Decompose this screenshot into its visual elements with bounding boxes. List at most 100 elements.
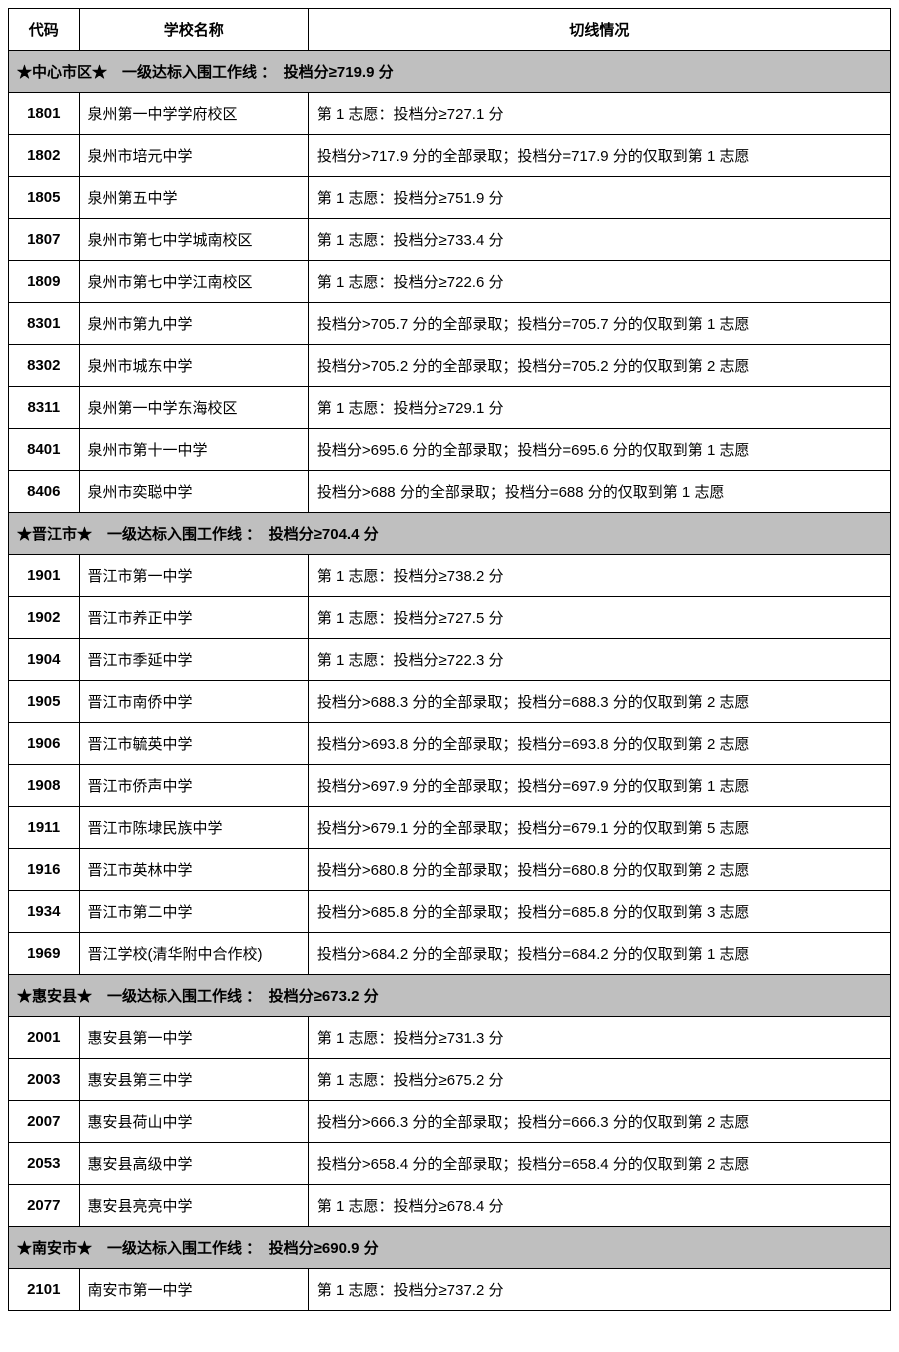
cell-code: 1904 (9, 639, 80, 681)
cell-school: 晋江市养正中学 (79, 597, 308, 639)
cell-detail: 投档分>697.9 分的全部录取；投档分=697.9 分的仅取到第 1 志愿 (308, 765, 890, 807)
section-title: ★南安市★ 一级达标入围工作线 ： 投档分≥690.9 分 (9, 1227, 891, 1269)
cell-school: 泉州第五中学 (79, 177, 308, 219)
cell-detail: 第 1 志愿：投档分≥731.3 分 (308, 1017, 890, 1059)
cell-detail: 投档分>679.1 分的全部录取；投档分=679.1 分的仅取到第 5 志愿 (308, 807, 890, 849)
cell-code: 1916 (9, 849, 80, 891)
table-row: 1906晋江市毓英中学投档分>693.8 分的全部录取；投档分=693.8 分的… (9, 723, 891, 765)
cell-code: 1901 (9, 555, 80, 597)
cell-code: 8401 (9, 429, 80, 471)
table-row: 1911晋江市陈埭民族中学投档分>679.1 分的全部录取；投档分=679.1 … (9, 807, 891, 849)
cell-detail: 投档分>658.4 分的全部录取；投档分=658.4 分的仅取到第 2 志愿 (308, 1143, 890, 1185)
cell-school: 泉州市第七中学江南校区 (79, 261, 308, 303)
cell-detail: 投档分>688 分的全部录取；投档分=688 分的仅取到第 1 志愿 (308, 471, 890, 513)
table-row: 8406泉州市奕聪中学投档分>688 分的全部录取；投档分=688 分的仅取到第… (9, 471, 891, 513)
table-row: 1908晋江市侨声中学投档分>697.9 分的全部录取；投档分=697.9 分的… (9, 765, 891, 807)
cell-school: 晋江市毓英中学 (79, 723, 308, 765)
header-detail: 切线情况 (308, 9, 890, 51)
cell-detail: 投档分>693.8 分的全部录取；投档分=693.8 分的仅取到第 2 志愿 (308, 723, 890, 765)
table-row: 1901晋江市第一中学第 1 志愿：投档分≥738.2 分 (9, 555, 891, 597)
cell-school: 泉州市第十一中学 (79, 429, 308, 471)
cell-detail: 投档分>685.8 分的全部录取；投档分=685.8 分的仅取到第 3 志愿 (308, 891, 890, 933)
table-row: 1802泉州市培元中学投档分>717.9 分的全部录取；投档分=717.9 分的… (9, 135, 891, 177)
table-row: 2101南安市第一中学第 1 志愿：投档分≥737.2 分 (9, 1269, 891, 1311)
header-school: 学校名称 (79, 9, 308, 51)
cell-detail: 第 1 志愿：投档分≥678.4 分 (308, 1185, 890, 1227)
section-title: ★中心市区★ 一级达标入围工作线 ： 投档分≥719.9 分 (9, 51, 891, 93)
cell-school: 晋江市第二中学 (79, 891, 308, 933)
cell-detail: 投档分>680.8 分的全部录取；投档分=680.8 分的仅取到第 2 志愿 (308, 849, 890, 891)
cell-code: 8406 (9, 471, 80, 513)
cell-detail: 第 1 志愿：投档分≥737.2 分 (308, 1269, 890, 1311)
table-row: 1801泉州第一中学学府校区第 1 志愿：投档分≥727.1 分 (9, 93, 891, 135)
cell-detail: 投档分>666.3 分的全部录取；投档分=666.3 分的仅取到第 2 志愿 (308, 1101, 890, 1143)
cell-school: 泉州第一中学学府校区 (79, 93, 308, 135)
cell-code: 1807 (9, 219, 80, 261)
cell-school: 泉州市培元中学 (79, 135, 308, 177)
cell-detail: 第 1 志愿：投档分≥729.1 分 (308, 387, 890, 429)
section-header: ★惠安县★ 一级达标入围工作线 ： 投档分≥673.2 分 (9, 975, 891, 1017)
section-header: ★南安市★ 一级达标入围工作线 ： 投档分≥690.9 分 (9, 1227, 891, 1269)
cell-school: 晋江市侨声中学 (79, 765, 308, 807)
cell-code: 1802 (9, 135, 80, 177)
cell-code: 1906 (9, 723, 80, 765)
table-row: 1934晋江市第二中学投档分>685.8 分的全部录取；投档分=685.8 分的… (9, 891, 891, 933)
cell-code: 8302 (9, 345, 80, 387)
cell-school: 惠安县荷山中学 (79, 1101, 308, 1143)
cell-code: 8301 (9, 303, 80, 345)
cell-school: 泉州市奕聪中学 (79, 471, 308, 513)
cell-code: 2053 (9, 1143, 80, 1185)
cell-code: 2007 (9, 1101, 80, 1143)
cell-school: 惠安县高级中学 (79, 1143, 308, 1185)
cell-school: 晋江学校(清华附中合作校) (79, 933, 308, 975)
table-row: 1904晋江市季延中学第 1 志愿：投档分≥722.3 分 (9, 639, 891, 681)
table-row: 1969晋江学校(清华附中合作校)投档分>684.2 分的全部录取；投档分=68… (9, 933, 891, 975)
cell-code: 2077 (9, 1185, 80, 1227)
cell-school: 泉州市第七中学城南校区 (79, 219, 308, 261)
cell-code: 1905 (9, 681, 80, 723)
cell-school: 惠安县第三中学 (79, 1059, 308, 1101)
table-row: 1916晋江市英林中学投档分>680.8 分的全部录取；投档分=680.8 分的… (9, 849, 891, 891)
cell-school: 泉州第一中学东海校区 (79, 387, 308, 429)
table-row: 2003惠安县第三中学第 1 志愿：投档分≥675.2 分 (9, 1059, 891, 1101)
cell-school: 泉州市第九中学 (79, 303, 308, 345)
cell-detail: 第 1 志愿：投档分≥751.9 分 (308, 177, 890, 219)
cell-detail: 第 1 志愿：投档分≥727.5 分 (308, 597, 890, 639)
header-code: 代码 (9, 9, 80, 51)
table-row: 1805泉州第五中学第 1 志愿：投档分≥751.9 分 (9, 177, 891, 219)
table-row: 8301泉州市第九中学投档分>705.7 分的全部录取；投档分=705.7 分的… (9, 303, 891, 345)
cell-code: 2101 (9, 1269, 80, 1311)
cell-school: 晋江市陈埭民族中学 (79, 807, 308, 849)
table-row: 1902晋江市养正中学第 1 志愿：投档分≥727.5 分 (9, 597, 891, 639)
cell-school: 晋江市季延中学 (79, 639, 308, 681)
cell-code: 1911 (9, 807, 80, 849)
cell-detail: 投档分>705.7 分的全部录取；投档分=705.7 分的仅取到第 1 志愿 (308, 303, 890, 345)
table-row: 2077惠安县亮亮中学第 1 志愿：投档分≥678.4 分 (9, 1185, 891, 1227)
cell-code: 8311 (9, 387, 80, 429)
cell-school: 晋江市英林中学 (79, 849, 308, 891)
cell-code: 1805 (9, 177, 80, 219)
table-row: 8401泉州市第十一中学投档分>695.6 分的全部录取；投档分=695.6 分… (9, 429, 891, 471)
cell-code: 1902 (9, 597, 80, 639)
admission-table: 代码 学校名称 切线情况 ★中心市区★ 一级达标入围工作线 ： 投档分≥719.… (8, 8, 891, 1311)
section-header: ★中心市区★ 一级达标入围工作线 ： 投档分≥719.9 分 (9, 51, 891, 93)
cell-school: 惠安县亮亮中学 (79, 1185, 308, 1227)
table-row: 2001惠安县第一中学第 1 志愿：投档分≥731.3 分 (9, 1017, 891, 1059)
cell-code: 1969 (9, 933, 80, 975)
cell-code: 1934 (9, 891, 80, 933)
table-row: 8311泉州第一中学东海校区第 1 志愿：投档分≥729.1 分 (9, 387, 891, 429)
section-title: ★晋江市★ 一级达标入围工作线 ： 投档分≥704.4 分 (9, 513, 891, 555)
cell-detail: 第 1 志愿：投档分≥675.2 分 (308, 1059, 890, 1101)
cell-school: 晋江市第一中学 (79, 555, 308, 597)
cell-detail: 投档分>695.6 分的全部录取；投档分=695.6 分的仅取到第 1 志愿 (308, 429, 890, 471)
cell-detail: 投档分>684.2 分的全部录取；投档分=684.2 分的仅取到第 1 志愿 (308, 933, 890, 975)
table-row: 1809泉州市第七中学江南校区第 1 志愿：投档分≥722.6 分 (9, 261, 891, 303)
cell-school: 泉州市城东中学 (79, 345, 308, 387)
cell-code: 1908 (9, 765, 80, 807)
cell-detail: 第 1 志愿：投档分≥738.2 分 (308, 555, 890, 597)
cell-detail: 投档分>705.2 分的全部录取；投档分=705.2 分的仅取到第 2 志愿 (308, 345, 890, 387)
section-header: ★晋江市★ 一级达标入围工作线 ： 投档分≥704.4 分 (9, 513, 891, 555)
cell-school: 南安市第一中学 (79, 1269, 308, 1311)
table-row: 1905晋江市南侨中学投档分>688.3 分的全部录取；投档分=688.3 分的… (9, 681, 891, 723)
table-row: 2053惠安县高级中学投档分>658.4 分的全部录取；投档分=658.4 分的… (9, 1143, 891, 1185)
